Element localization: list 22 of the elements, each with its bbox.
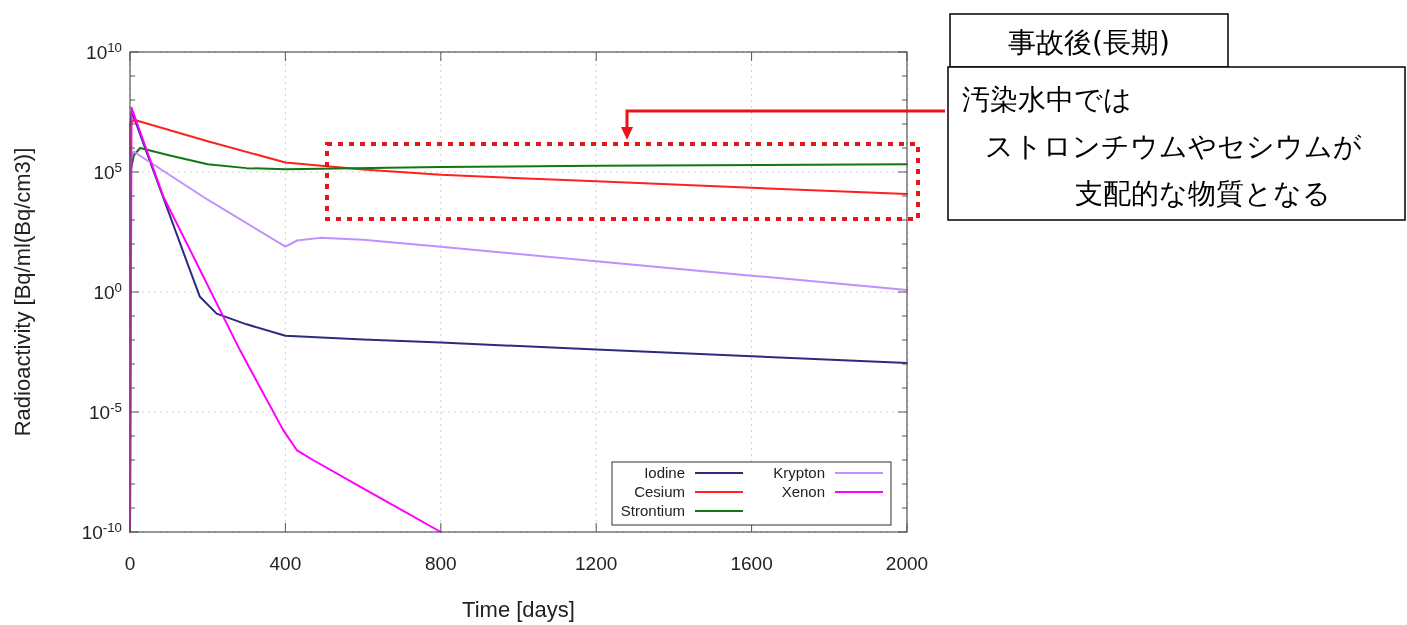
legend-label: Strontium (620, 502, 685, 519)
text: ストロンチウムやセシウムが (985, 130, 1362, 163)
y-tick-label: 10$^{0}$ (93, 279, 122, 303)
legend-label: Cesium (634, 483, 685, 500)
x-tick-label: 2000 (885, 553, 929, 574)
text: 支配的な物質となる (1075, 177, 1331, 210)
text: 汚染水中では (962, 83, 1132, 116)
y-tick-label: 10$^{-5}$ (89, 399, 122, 423)
x-axis-title: Time [days] (462, 597, 575, 622)
legend-label: Krypton (773, 464, 825, 481)
x-tick-label: 1600 (730, 553, 773, 574)
text: 事故後(長期) (1008, 26, 1170, 59)
y-tick-label: 10$^{10}$ (86, 39, 122, 63)
y-axis-title: Radioactivity [Bq/ml(Bq/cm3)] (10, 147, 35, 437)
y-tick-label: 10$^{-10}$ (81, 519, 122, 543)
x-tick-label: 800 (424, 553, 457, 574)
y-tick-label: 10$^{5}$ (93, 159, 122, 183)
x-tick-label: 1200 (575, 553, 618, 574)
x-tick-label: 400 (269, 553, 302, 574)
x-tick-label: 0 (124, 553, 136, 574)
legend-label: Xenon (781, 483, 825, 500)
legend-label: Iodine (644, 464, 685, 481)
